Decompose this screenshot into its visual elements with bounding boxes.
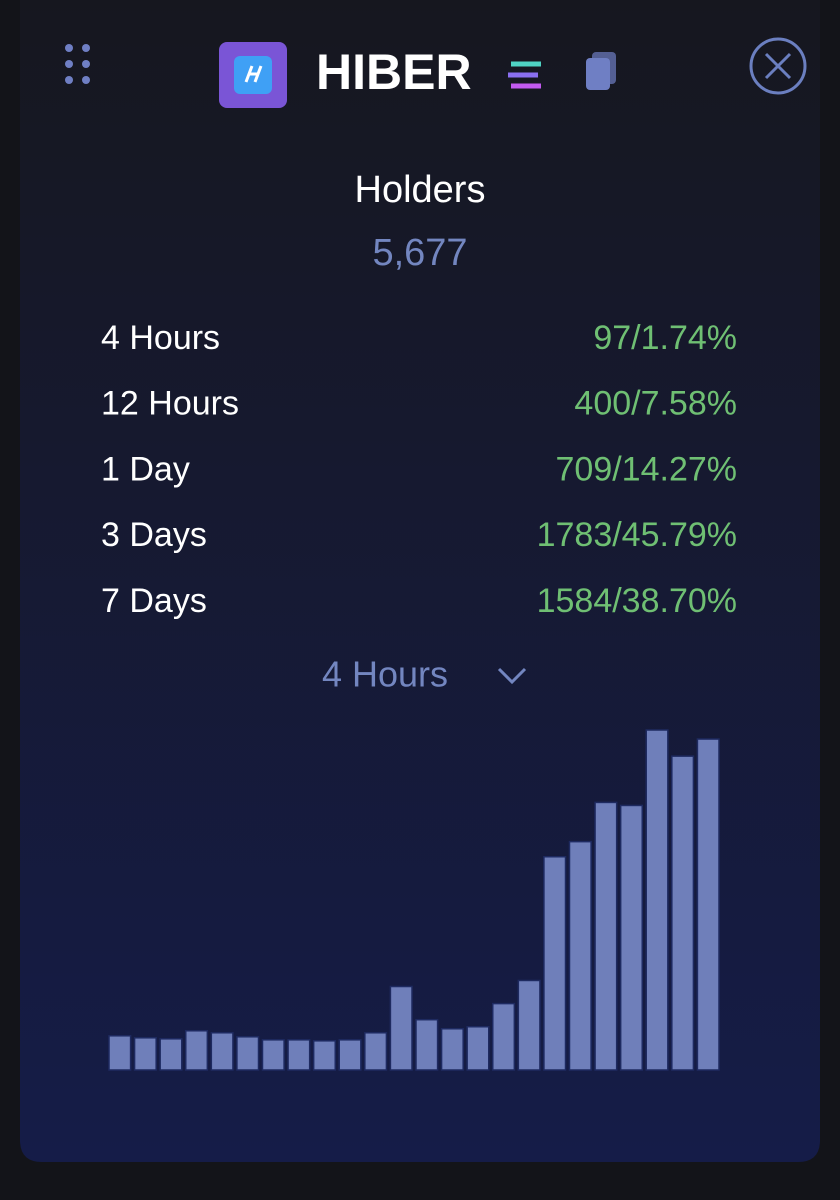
bar [619, 804, 644, 1071]
bar [261, 1039, 285, 1071]
bar [492, 1002, 516, 1071]
bar [440, 1028, 464, 1071]
bar [312, 1040, 336, 1071]
bar [185, 1030, 209, 1071]
bar [236, 1036, 260, 1071]
bar [415, 1018, 439, 1071]
menu-icon[interactable] [65, 44, 90, 84]
token-title: HIBER [316, 44, 472, 100]
timeframe-dropdown[interactable]: 4 Hours [322, 654, 527, 695]
bar [594, 801, 618, 1071]
bar [364, 1032, 388, 1071]
stat-value: 400/7.58% [574, 385, 737, 423]
bar [159, 1038, 183, 1071]
bar [108, 1035, 132, 1071]
stat-label: 7 Days [101, 582, 207, 620]
stat-value: 709/14.27% [556, 450, 738, 488]
stat-label: 3 Days [101, 516, 207, 554]
copy-icon[interactable] [586, 52, 616, 90]
chevron [497, 667, 527, 685]
stat-label: 4 Hours [101, 319, 220, 357]
bar [389, 985, 413, 1071]
holders-value: 5,677 [372, 232, 467, 274]
bar [543, 855, 567, 1071]
bar [133, 1037, 157, 1071]
bar [210, 1032, 234, 1071]
bar [466, 1025, 490, 1071]
bar [338, 1039, 362, 1071]
solana-icon [508, 61, 541, 89]
stat-label: 12 Hours [101, 385, 239, 423]
dropdown-label: 4 Hours [322, 654, 448, 695]
token-logo [219, 42, 287, 108]
bar [696, 738, 720, 1071]
bar [517, 979, 541, 1071]
close-button[interactable] [749, 37, 807, 95]
holders-label: Holders [355, 169, 486, 211]
stat-label: 1 Day [101, 450, 190, 488]
bar [287, 1039, 311, 1071]
bar [671, 755, 695, 1071]
stat-value: 1783/45.79% [537, 516, 737, 554]
stat-value: 1584/38.70% [537, 582, 737, 620]
bar [568, 840, 592, 1071]
stat-value: 97/1.74% [593, 319, 737, 357]
bar [645, 729, 669, 1071]
